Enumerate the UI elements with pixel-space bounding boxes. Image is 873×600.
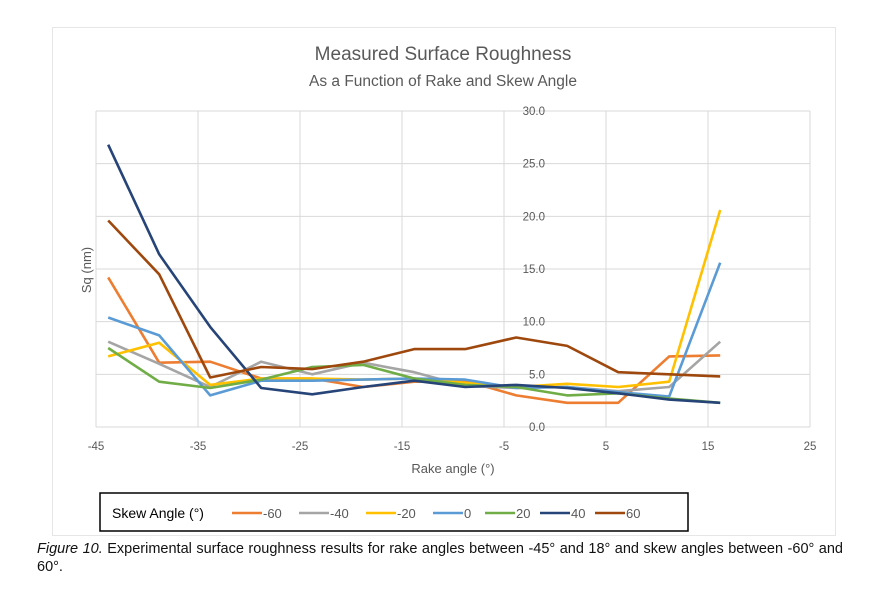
- x-tick-label: 5: [603, 441, 609, 453]
- legend-label--60: -60: [263, 506, 282, 521]
- chart-title: Measured Surface Roughness: [315, 44, 572, 65]
- x-tick-label: -45: [88, 441, 105, 453]
- legend-label-40: 40: [571, 506, 585, 521]
- legend-label-60: 60: [626, 506, 640, 521]
- y-tick-label: 10.0: [523, 317, 545, 329]
- figure-label: Figure 10.: [37, 541, 103, 557]
- legend-title: Skew Angle (°): [112, 505, 204, 521]
- y-tick-label: 15.0: [523, 264, 545, 276]
- y-tick-label: 0.0: [529, 422, 545, 434]
- legend-label--20: -20: [397, 506, 416, 521]
- x-tick-label: 15: [702, 441, 715, 453]
- y-axis-label: Sq (nm): [79, 247, 94, 293]
- x-tick-label: -25: [292, 441, 309, 453]
- series-line-40: [107, 144, 721, 405]
- y-tick-label: 20.0: [523, 211, 545, 223]
- x-tick-label: -5: [499, 441, 509, 453]
- legend-label--40: -40: [330, 506, 349, 521]
- legend-label-0: 0: [464, 506, 471, 521]
- y-tick-label: 25.0: [523, 159, 545, 171]
- y-tick-label: 30.0: [523, 106, 545, 118]
- chart-border: [52, 27, 836, 536]
- x-tick-label: -35: [190, 441, 207, 453]
- x-axis-label: Rake angle (°): [411, 461, 494, 476]
- series-line-60: [107, 219, 721, 379]
- x-tick-label: 25: [804, 441, 817, 453]
- caption-text: Experimental surface roughness results f…: [37, 541, 843, 575]
- legend-label-20: 20: [516, 506, 530, 521]
- figure-caption: Figure 10. Experimental surface roughnes…: [37, 540, 843, 576]
- x-tick-label: -15: [394, 441, 411, 453]
- y-tick-label: 5.0: [529, 369, 545, 381]
- chart-subtitle: As a Function of Rake and Skew Angle: [309, 73, 577, 90]
